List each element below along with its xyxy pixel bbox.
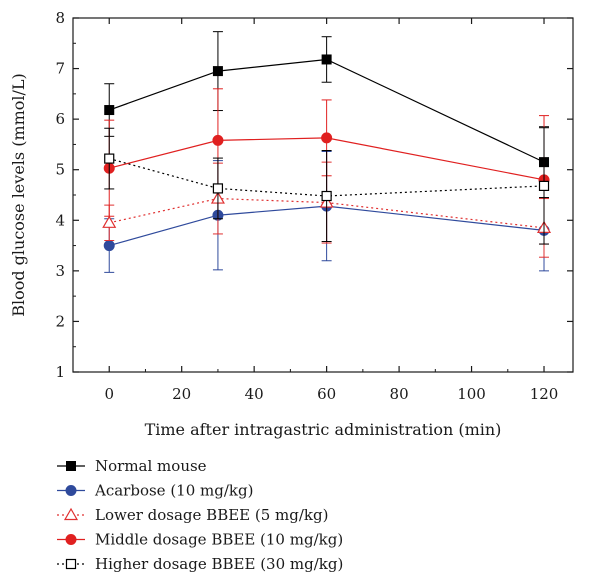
x-tick-label: 20 bbox=[172, 385, 191, 403]
series-line bbox=[109, 58, 545, 163]
legend-marker bbox=[65, 558, 77, 570]
legend-item-5: Higher dosage BBEE (30 mg/kg) bbox=[57, 555, 343, 573]
legend-label: Lower dosage BBEE (5 mg/kg) bbox=[95, 506, 328, 524]
y-axis-ticks: 1 2 3 4 5 6 7 8 bbox=[55, 9, 573, 381]
x-tick-label: 120 bbox=[530, 385, 559, 403]
legend-label: Middle dosage BBEE (10 mg/kg) bbox=[95, 531, 343, 549]
data-point bbox=[212, 134, 224, 146]
y-tick-label: 7 bbox=[55, 60, 65, 78]
x-tick-label: 80 bbox=[390, 385, 409, 403]
legend-item-3: Lower dosage BBEE (5 mg/kg) bbox=[57, 506, 328, 524]
series-1 bbox=[104, 31, 550, 199]
y-axis-label: Blood glucose levels (mmol/L) bbox=[9, 73, 28, 317]
legend-item-1: Normal mouse bbox=[57, 457, 207, 475]
x-axis-label: Time after intragastric administration (… bbox=[145, 420, 502, 439]
legend-marker bbox=[65, 485, 77, 496]
data-point bbox=[321, 190, 332, 202]
y-tick-label: 1 bbox=[55, 363, 65, 381]
x-tick-label: 40 bbox=[245, 385, 264, 403]
legend-item-4: Middle dosage BBEE (10 mg/kg) bbox=[57, 531, 343, 549]
data-point bbox=[321, 54, 332, 65]
series-5 bbox=[104, 127, 550, 245]
data-point bbox=[538, 180, 550, 191]
series-line bbox=[109, 137, 545, 181]
data-point bbox=[103, 240, 115, 252]
x-axis-ticks: 0 20 40 60 80 100 120 bbox=[104, 18, 558, 403]
data-point bbox=[212, 66, 223, 77]
legend-label: Acarbose (10 mg/kg) bbox=[94, 482, 253, 500]
x-tick-label: 100 bbox=[457, 385, 486, 403]
data-point bbox=[104, 153, 115, 164]
legend-label: Normal mouse bbox=[95, 457, 207, 475]
series-line bbox=[109, 205, 545, 247]
series-line bbox=[109, 158, 545, 197]
series-line bbox=[109, 197, 545, 229]
legend-item-2: Acarbose (10 mg/kg) bbox=[57, 482, 253, 500]
data-point bbox=[104, 105, 115, 116]
series-layer bbox=[102, 31, 552, 273]
data-point bbox=[321, 132, 333, 144]
legend-marker bbox=[65, 534, 77, 545]
y-tick-label: 3 bbox=[55, 262, 65, 280]
data-point bbox=[102, 215, 117, 228]
y-tick-label: 2 bbox=[55, 312, 65, 330]
legend-marker bbox=[66, 461, 76, 471]
x-tick-label: 0 bbox=[104, 385, 114, 403]
y-tick-label: 4 bbox=[55, 211, 65, 229]
x-tick-label: 60 bbox=[317, 385, 336, 403]
legend: Normal mouse Acarbose (10 mg/kg) Lower dos… bbox=[57, 457, 343, 573]
y-tick-label: 5 bbox=[55, 161, 65, 179]
y-tick-label: 6 bbox=[55, 110, 65, 128]
legend-marker bbox=[63, 507, 79, 521]
y-tick-label: 8 bbox=[55, 9, 65, 27]
legend-label: Higher dosage BBEE (30 mg/kg) bbox=[95, 555, 343, 573]
data-point bbox=[212, 183, 224, 194]
